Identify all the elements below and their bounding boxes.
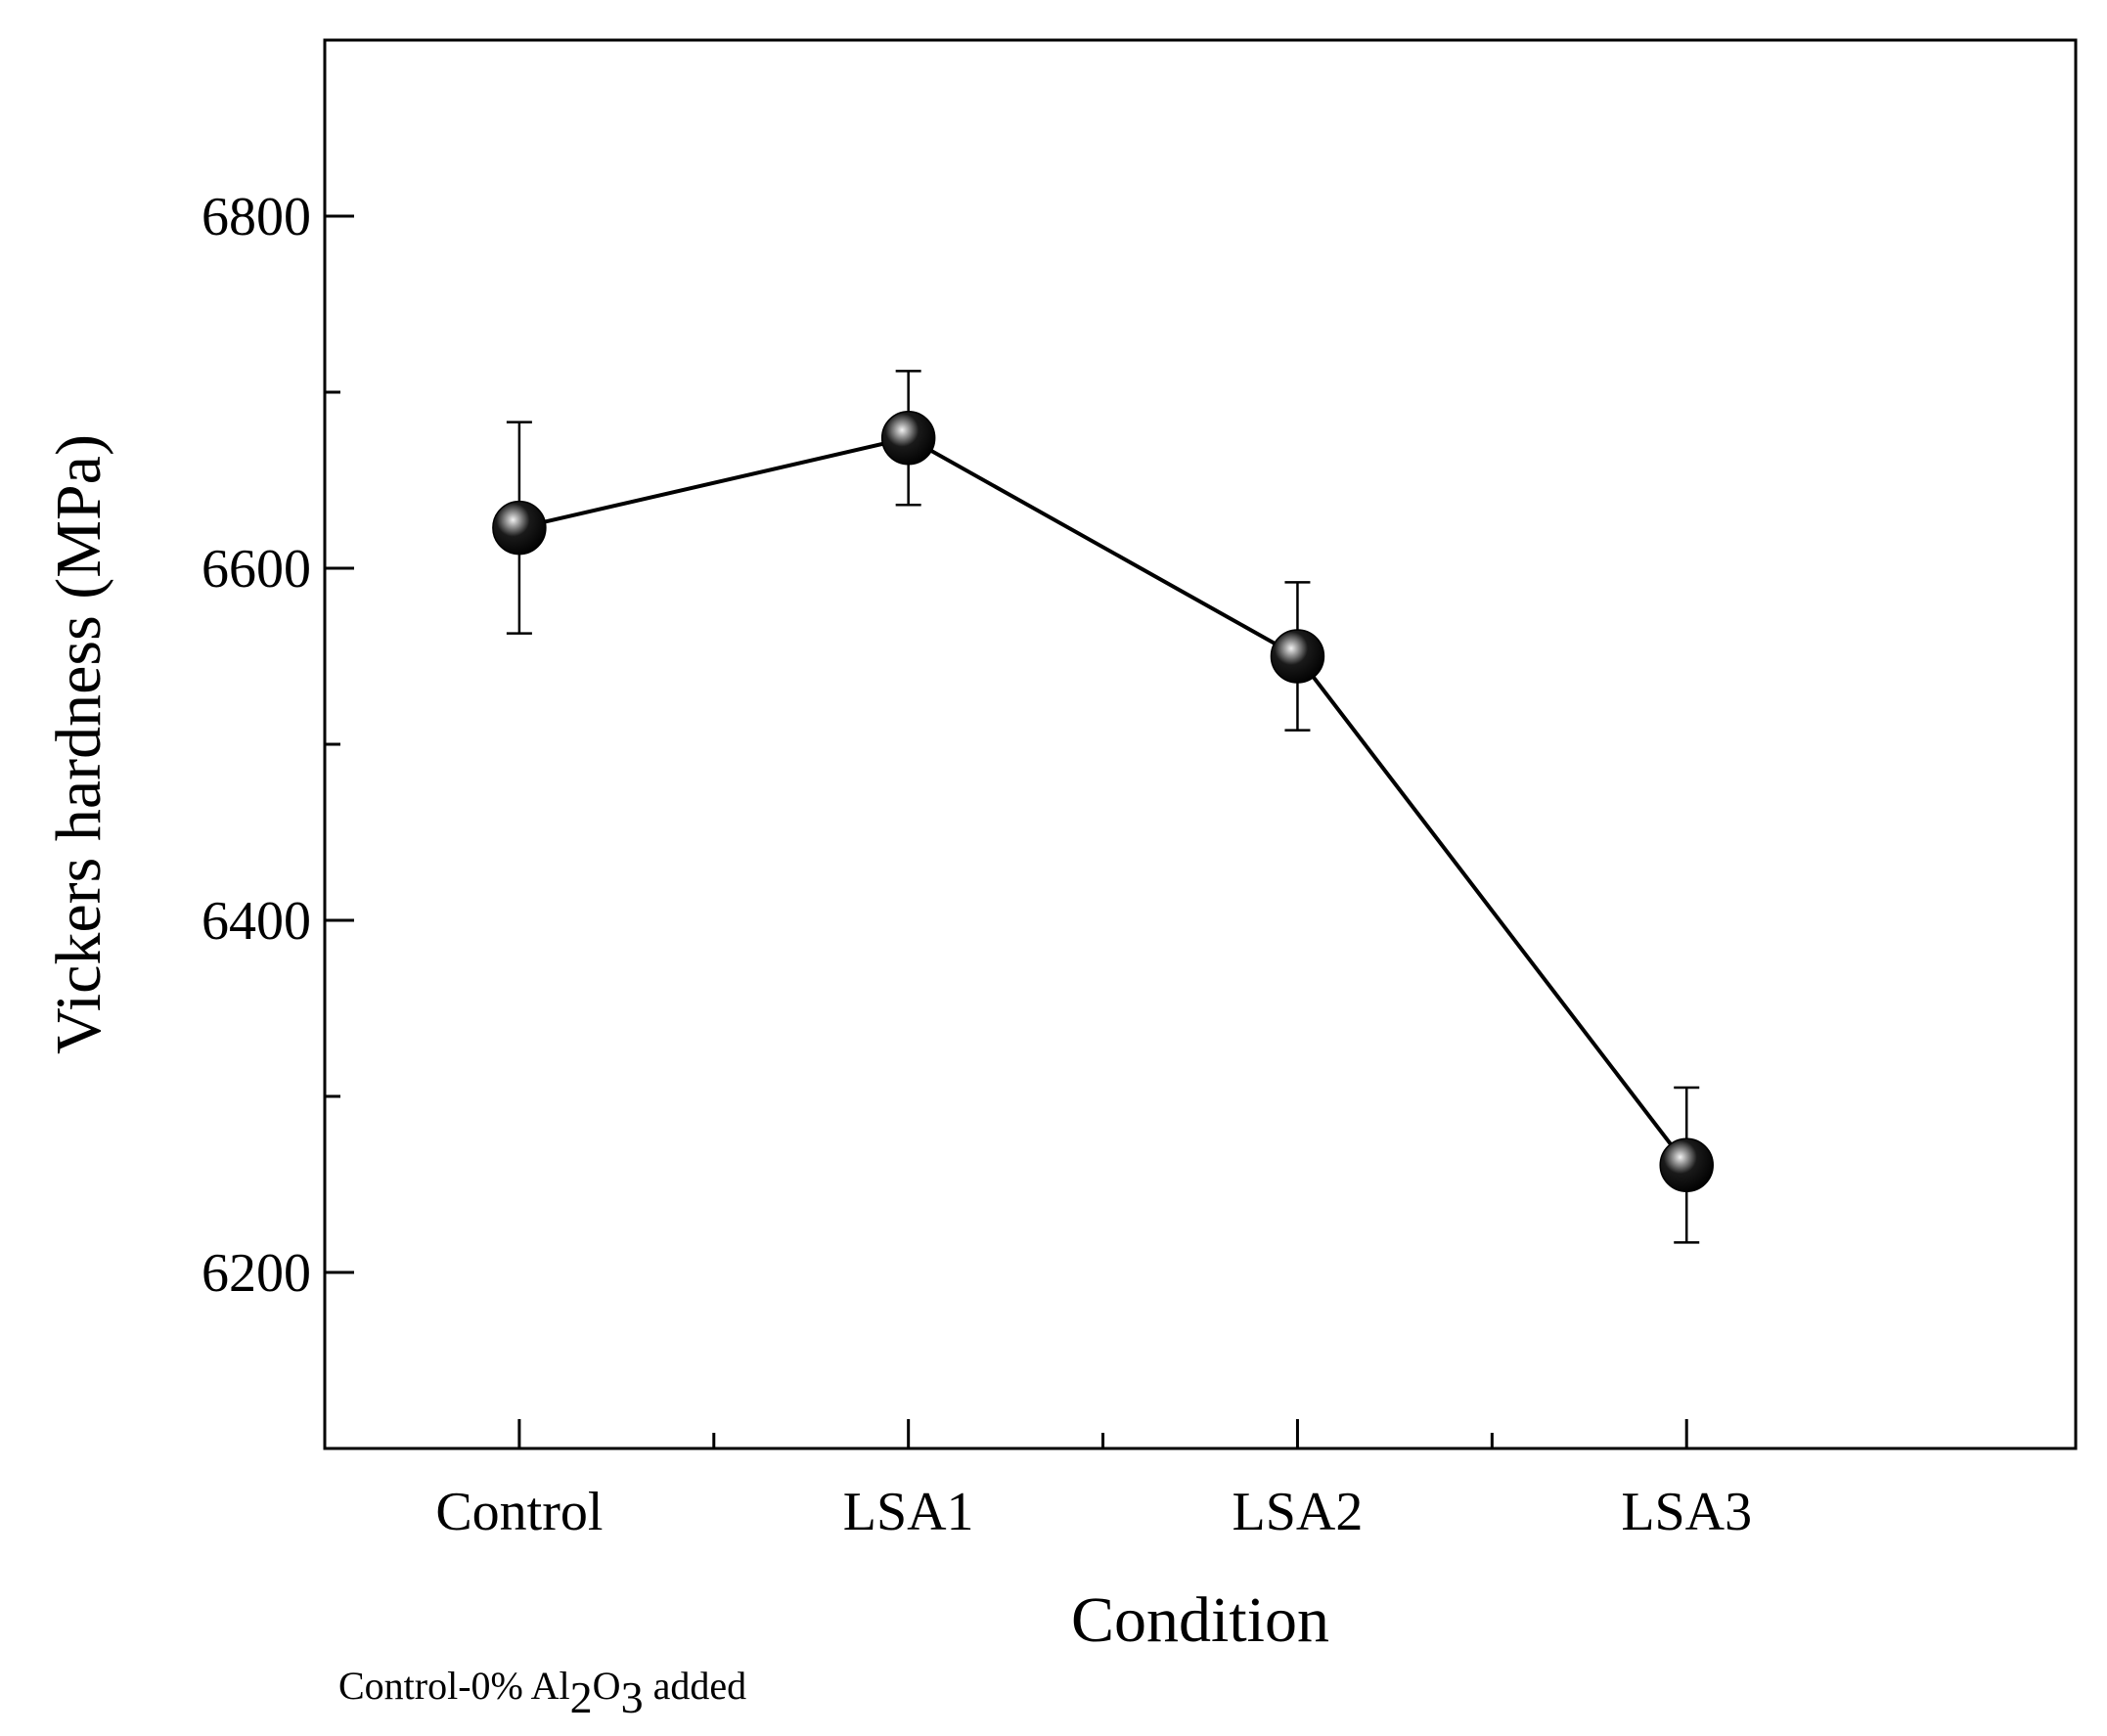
error-bars-group	[506, 370, 1700, 1244]
footnote-sub-3: 3	[621, 1672, 644, 1722]
data-point-Control	[492, 500, 547, 556]
x-axis-ticks: Control LSA1 LSA2 LSA3	[435, 1419, 1752, 1542]
x-tick-label-LSA1: LSA1	[843, 1482, 974, 1542]
footnote-sub-2: 2	[570, 1672, 593, 1722]
x-tick-label-Control: Control	[435, 1482, 603, 1542]
y-axis-title: Vickers hardness (MPa)	[43, 434, 114, 1054]
footnote: Control-0% Al2O3 added	[338, 1664, 746, 1722]
y-axis-ticks: 6200 6400 6600 6800	[202, 187, 354, 1304]
footnote-prefix: Control-0% Al	[338, 1664, 570, 1708]
y-tick-label-6400: 6400	[202, 891, 311, 952]
data-point-LSA2	[1270, 629, 1325, 684]
footnote-mid: O	[593, 1664, 621, 1708]
y-tick-label-6200: 6200	[202, 1243, 311, 1304]
footnote-suffix: added	[644, 1664, 747, 1708]
data-point-LSA1	[880, 411, 936, 466]
x-tick-label-LSA3: LSA3	[1621, 1482, 1752, 1542]
series-line-group	[518, 435, 1688, 1167]
plot-frame	[323, 38, 2078, 1450]
series-line	[518, 435, 1688, 1167]
x-tick-label-LSA2: LSA2	[1233, 1482, 1364, 1542]
y-tick-label-6800: 6800	[202, 187, 311, 247]
x-axis-title: Condition	[1071, 1584, 1329, 1656]
y-tick-label-6600: 6600	[202, 539, 311, 600]
data-point-LSA3	[1659, 1137, 1714, 1192]
markers-group	[492, 411, 1714, 1192]
